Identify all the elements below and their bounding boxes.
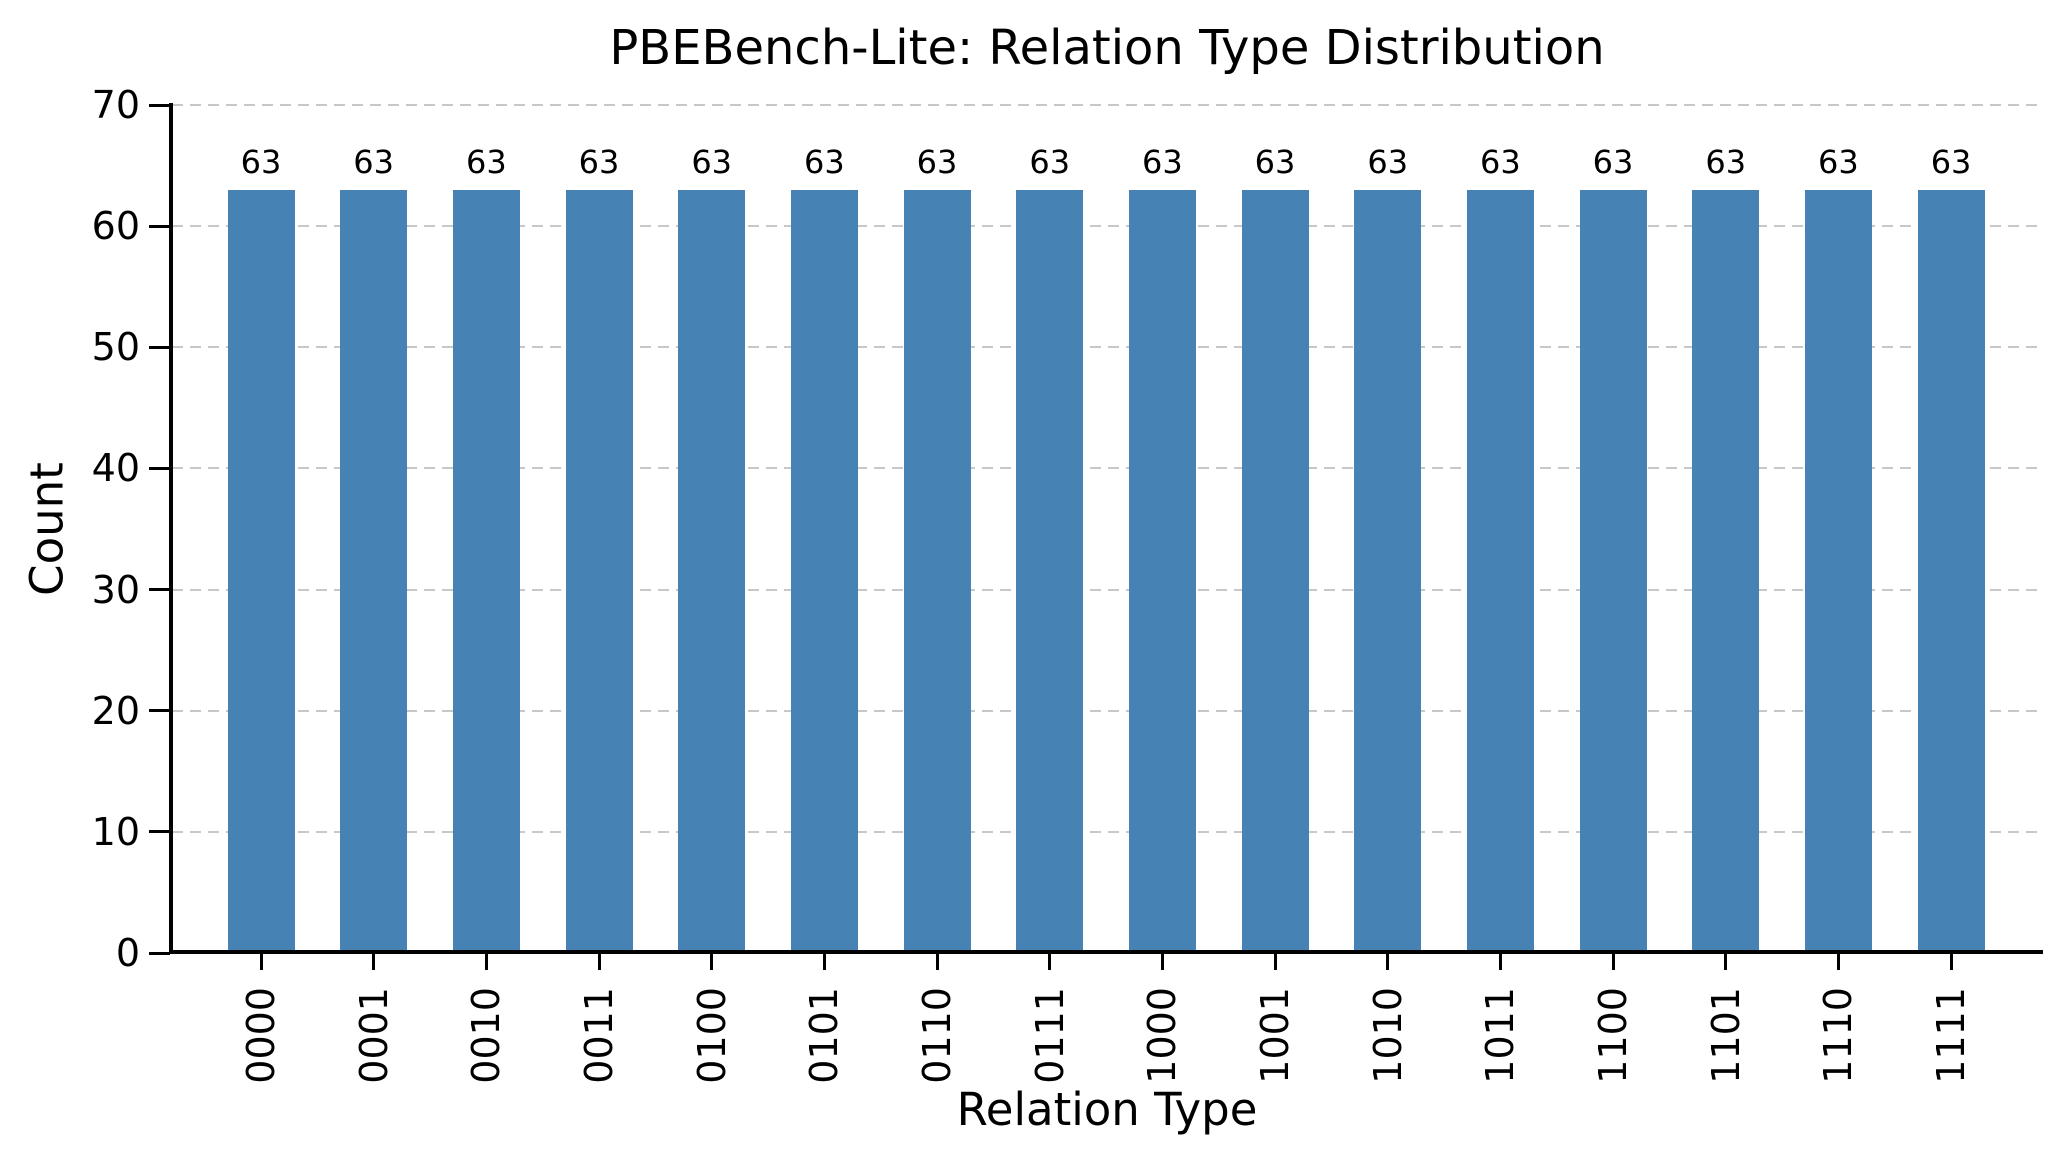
bar-value-label: 63 bbox=[1705, 142, 1747, 181]
bar-value-label: 63 bbox=[1930, 142, 1972, 181]
y-tick-label: 0 bbox=[115, 931, 140, 975]
x-axis-label: Relation Type bbox=[956, 1083, 1258, 1136]
x-tick-label: 0100 bbox=[689, 987, 734, 1084]
bar bbox=[227, 189, 295, 953]
y-tick-label: 30 bbox=[91, 567, 140, 612]
x-tick-mark bbox=[822, 954, 826, 970]
y-tick-mark bbox=[149, 709, 170, 713]
bar-value-label: 63 bbox=[1142, 142, 1183, 181]
y-gridline bbox=[172, 104, 2042, 106]
x-tick-mark bbox=[1611, 954, 1615, 970]
bar-value-label: 63 bbox=[916, 142, 958, 181]
x-tick-label: 1000 bbox=[1140, 987, 1185, 1084]
x-tick-mark bbox=[1836, 954, 1840, 970]
x-tick-mark bbox=[1949, 954, 1953, 970]
x-tick-label: 1101 bbox=[1703, 987, 1748, 1084]
bar bbox=[1016, 189, 1084, 953]
x-tick-mark bbox=[1386, 954, 1390, 970]
y-tick-label: 20 bbox=[91, 688, 140, 733]
x-tick-mark bbox=[372, 954, 376, 970]
x-tick-label: 1011 bbox=[1478, 987, 1523, 1084]
bar bbox=[1241, 189, 1309, 953]
x-tick-mark bbox=[710, 954, 714, 970]
y-tick-mark bbox=[149, 830, 170, 834]
bar-value-label: 63 bbox=[353, 142, 395, 181]
x-tick-label: 1110 bbox=[1816, 987, 1861, 1084]
bar-value-label: 63 bbox=[1818, 142, 1859, 181]
x-tick-label: 1001 bbox=[1253, 987, 1298, 1084]
bar-value-label: 63 bbox=[803, 142, 845, 181]
bar bbox=[1466, 189, 1534, 953]
y-tick-mark bbox=[149, 588, 170, 592]
y-tick-label: 50 bbox=[91, 325, 140, 370]
x-tick-label: 0000 bbox=[239, 987, 283, 1084]
y-tick-mark bbox=[149, 951, 170, 955]
y-tick-label: 10 bbox=[91, 809, 140, 854]
x-axis-spine bbox=[169, 950, 2043, 954]
bar bbox=[678, 189, 746, 953]
y-tick-label: 60 bbox=[91, 204, 140, 249]
bar bbox=[1128, 189, 1196, 953]
y-tick-mark bbox=[149, 103, 170, 107]
bar bbox=[790, 189, 858, 953]
y-gridline bbox=[172, 467, 2042, 470]
bar-value-label: 63 bbox=[240, 142, 282, 181]
y-gridline bbox=[172, 346, 2042, 349]
bar-value-label: 63 bbox=[1480, 142, 1521, 181]
bar-value-label: 63 bbox=[691, 142, 733, 181]
y-gridline bbox=[172, 709, 2042, 712]
x-tick-mark bbox=[1273, 954, 1277, 970]
bar-value-label: 63 bbox=[1592, 142, 1634, 181]
y-tick-mark bbox=[149, 345, 170, 349]
x-tick-mark bbox=[1048, 954, 1052, 970]
bar bbox=[1917, 189, 1985, 953]
x-tick-mark bbox=[935, 954, 939, 970]
y-tick-mark bbox=[149, 224, 170, 228]
bar bbox=[903, 189, 971, 953]
x-tick-label: 0010 bbox=[464, 987, 509, 1084]
y-tick-mark bbox=[149, 466, 170, 470]
x-tick-label: 1100 bbox=[1591, 987, 1636, 1084]
y-tick-label: 70 bbox=[91, 83, 140, 127]
bar-value-label: 63 bbox=[578, 142, 620, 181]
x-tick-mark bbox=[597, 954, 601, 970]
bar bbox=[1354, 189, 1422, 953]
bar bbox=[565, 189, 633, 953]
chart-title: PBEBench-Lite: Relation Type Distributio… bbox=[609, 20, 1605, 76]
y-axis-spine bbox=[169, 103, 173, 954]
x-tick-label: 0101 bbox=[802, 987, 847, 1084]
bar bbox=[1579, 189, 1647, 953]
y-tick-label: 40 bbox=[91, 446, 140, 491]
x-tick-label: 0001 bbox=[351, 987, 396, 1084]
x-tick-label: 1010 bbox=[1365, 987, 1410, 1084]
bar bbox=[340, 189, 408, 953]
bar-value-label: 63 bbox=[1254, 142, 1296, 181]
bar-value-label: 63 bbox=[1367, 142, 1409, 181]
bar-value-label: 63 bbox=[1029, 142, 1071, 181]
y-gridline bbox=[172, 588, 2042, 591]
y-gridline bbox=[172, 225, 2042, 228]
y-gridline bbox=[172, 830, 2042, 833]
x-tick-mark bbox=[484, 954, 488, 970]
bar bbox=[1804, 189, 1872, 953]
x-tick-mark bbox=[1160, 954, 1164, 970]
x-tick-mark bbox=[259, 954, 263, 970]
x-tick-label: 0011 bbox=[577, 987, 621, 1084]
plot-area: 63 63 63 63 63 63 63 63 63 63 63 63 63 63 63 63 bbox=[172, 104, 2042, 953]
bar bbox=[1692, 189, 1760, 953]
x-tick-label: 0111 bbox=[1027, 987, 1072, 1084]
x-tick-mark bbox=[1724, 954, 1728, 970]
x-tick-label: 1111 bbox=[1929, 987, 1974, 1084]
x-tick-label: 0110 bbox=[915, 987, 960, 1084]
bar bbox=[452, 189, 520, 953]
bar-value-label: 63 bbox=[465, 142, 507, 181]
x-tick-mark bbox=[1498, 954, 1502, 970]
